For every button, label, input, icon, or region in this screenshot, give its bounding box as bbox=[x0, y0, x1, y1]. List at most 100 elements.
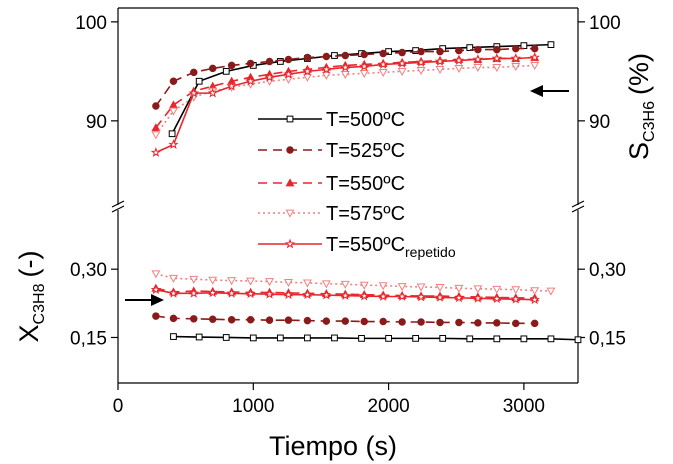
marker bbox=[321, 280, 331, 289]
marker bbox=[512, 44, 520, 53]
marker bbox=[397, 67, 407, 76]
marker bbox=[195, 333, 203, 341]
marker bbox=[189, 275, 199, 284]
y-tick-label: 100 bbox=[589, 13, 621, 34]
marker bbox=[226, 80, 237, 91]
marker bbox=[265, 278, 274, 287]
marker bbox=[466, 335, 474, 343]
legend-name: T=525ºC bbox=[326, 140, 405, 162]
x-axis-label: Tiempo (s) bbox=[269, 431, 397, 461]
marker bbox=[249, 334, 257, 342]
x-tick-label: 3000 bbox=[503, 396, 545, 417]
marker bbox=[245, 288, 256, 299]
y-tick-label: 0,15 bbox=[70, 328, 107, 349]
marker bbox=[396, 291, 408, 301]
marker bbox=[435, 284, 445, 293]
marker bbox=[190, 68, 198, 77]
marker bbox=[150, 147, 162, 157]
marker bbox=[491, 53, 502, 63]
marker bbox=[455, 318, 463, 327]
marker bbox=[207, 87, 218, 98]
marker bbox=[435, 65, 445, 75]
marker bbox=[417, 318, 425, 326]
marker bbox=[378, 68, 388, 77]
marker bbox=[491, 293, 502, 304]
marker bbox=[170, 333, 177, 340]
marker bbox=[474, 45, 482, 54]
marker bbox=[168, 130, 176, 138]
marker bbox=[340, 61, 351, 72]
marker bbox=[340, 290, 351, 300]
marker bbox=[530, 287, 540, 296]
y-axis-label: XC3H8 (-) bbox=[14, 251, 48, 343]
marker bbox=[303, 53, 312, 62]
legend-label: T=500ºC bbox=[326, 109, 405, 131]
marker bbox=[434, 56, 446, 66]
marker bbox=[520, 42, 528, 49]
marker bbox=[530, 319, 539, 328]
marker bbox=[169, 274, 178, 283]
y-label-sub: C3H8 bbox=[31, 283, 48, 324]
marker bbox=[396, 57, 408, 68]
marker bbox=[208, 315, 217, 324]
marker bbox=[547, 41, 555, 49]
marker bbox=[530, 62, 540, 71]
marker bbox=[227, 315, 236, 324]
marker bbox=[168, 139, 179, 150]
legend-marker bbox=[286, 115, 294, 123]
marker bbox=[246, 59, 255, 68]
marker bbox=[284, 316, 293, 324]
marker bbox=[359, 281, 369, 290]
marker bbox=[529, 294, 540, 305]
marker bbox=[455, 46, 463, 55]
marker bbox=[453, 55, 465, 65]
marker bbox=[359, 290, 370, 301]
y-label-unit: (-) bbox=[14, 251, 44, 278]
marker bbox=[378, 291, 389, 301]
y-label-sub: C3H6 bbox=[641, 101, 658, 142]
marker bbox=[546, 287, 556, 296]
marker bbox=[150, 284, 162, 295]
marker bbox=[453, 292, 465, 303]
marker bbox=[512, 319, 520, 328]
marker bbox=[222, 67, 230, 75]
marker bbox=[473, 285, 483, 294]
marker bbox=[416, 66, 426, 75]
series-line bbox=[155, 47, 535, 107]
marker bbox=[359, 69, 369, 78]
marker bbox=[511, 286, 521, 295]
marker bbox=[283, 68, 294, 79]
marker bbox=[207, 287, 218, 298]
legend-name: T=550ºC bbox=[326, 234, 405, 256]
marker bbox=[436, 47, 444, 56]
y-tick-label: 90 bbox=[589, 112, 610, 133]
marker bbox=[340, 70, 350, 79]
series-line bbox=[173, 335, 579, 341]
marker bbox=[510, 293, 521, 304]
marker bbox=[474, 319, 482, 327]
arrow bbox=[125, 294, 164, 306]
marker bbox=[227, 277, 237, 286]
marker bbox=[208, 64, 217, 73]
marker bbox=[341, 51, 350, 60]
marker bbox=[360, 50, 368, 59]
marker bbox=[529, 52, 540, 62]
marker bbox=[341, 317, 350, 325]
marker bbox=[492, 285, 502, 294]
marker bbox=[472, 54, 484, 64]
marker bbox=[222, 334, 230, 341]
marker bbox=[385, 335, 392, 342]
x-tick-label: 1000 bbox=[232, 396, 274, 417]
marker bbox=[169, 314, 178, 323]
legend-name: T=550ºC bbox=[326, 173, 405, 195]
marker bbox=[265, 316, 274, 324]
marker bbox=[195, 77, 203, 85]
marker bbox=[574, 336, 582, 344]
marker bbox=[360, 317, 368, 326]
marker bbox=[152, 102, 160, 110]
marker bbox=[190, 315, 198, 323]
arrow bbox=[530, 85, 569, 97]
marker bbox=[434, 291, 446, 302]
marker bbox=[454, 65, 464, 74]
